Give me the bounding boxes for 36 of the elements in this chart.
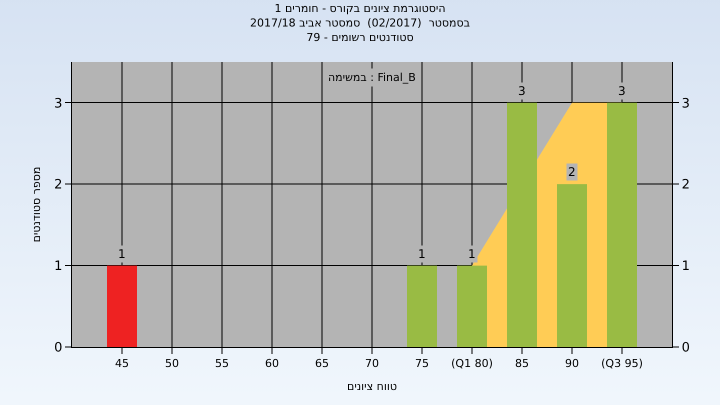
chart-subtitle: בסמסטר (02/2017) סמסטר אביב 2017/18 סטודנטים רשומים - 79 <box>250 16 470 44</box>
y-axis-title: מספר סטודנטים <box>30 166 43 242</box>
bar <box>557 184 587 347</box>
data-label: 1 <box>468 247 476 261</box>
bar <box>407 266 437 347</box>
data-label: 1 <box>118 247 126 261</box>
bar <box>107 266 137 347</box>
x-tick-label: 55 <box>215 357 229 370</box>
x-tick-label: 70 <box>365 357 379 370</box>
data-label: 1 <box>418 247 426 261</box>
annotation: במשימה : Final_B <box>328 71 416 84</box>
x-tick-label: 90 <box>565 357 579 370</box>
x-tick-label: 50 <box>165 357 179 370</box>
x-tick-label: (Q3 95) <box>601 357 643 370</box>
x-tick-label: 45 <box>115 357 129 370</box>
data-label: 2 <box>568 165 576 179</box>
x-tick-label: 85 <box>515 357 529 370</box>
y2-tick-label: 2 <box>682 178 690 193</box>
x-axis-title: טווח ציונים <box>347 380 397 393</box>
data-label: 3 <box>618 84 626 98</box>
data-label: 3 <box>518 84 526 98</box>
x-tick-label: 65 <box>315 357 329 370</box>
bar <box>457 266 487 347</box>
x-tick-label: 60 <box>265 357 279 370</box>
x-tick-label: (Q1 80) <box>451 357 493 370</box>
chart-title: היסטוגרמת ציונים בקורס - חומרים 1 <box>274 2 446 16</box>
y-tick-label: 1 <box>54 259 62 274</box>
y-tick-label: 2 <box>54 178 62 193</box>
y2-tick-label: 0 <box>682 340 690 356</box>
bar <box>507 102 537 347</box>
y-tick-label: 3 <box>54 96 62 112</box>
bar <box>607 102 637 347</box>
y-tick-label: 0 <box>54 340 62 356</box>
y2-tick-label: 1 <box>682 259 690 274</box>
x-tick-label: 75 <box>415 357 429 370</box>
y2-tick-label: 3 <box>682 96 690 112</box>
